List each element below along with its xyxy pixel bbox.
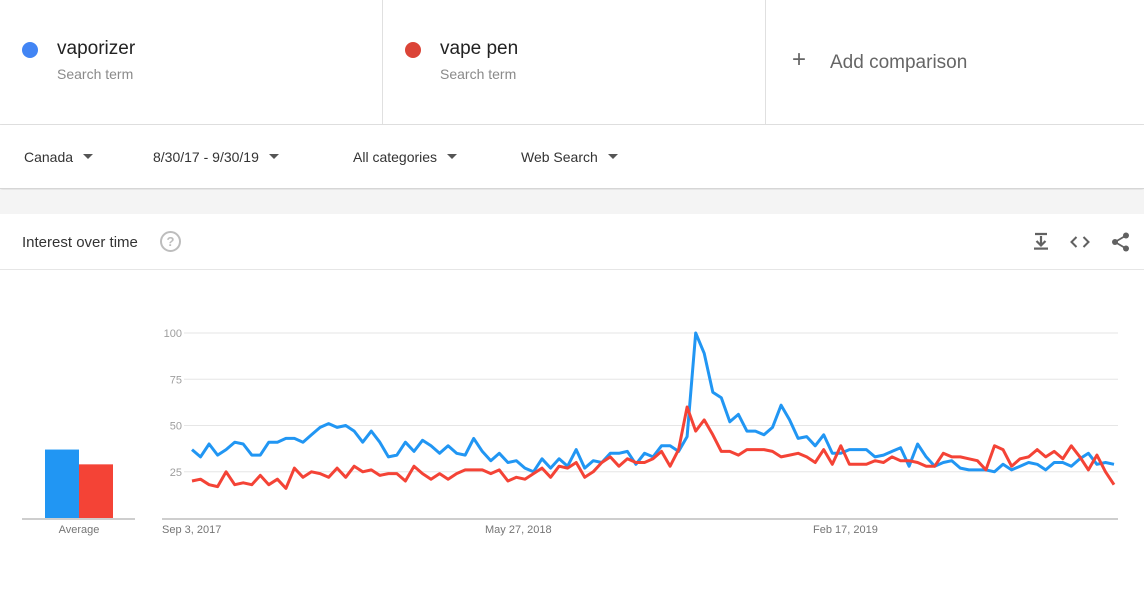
x-tick-label: May 27, 2018 <box>485 524 552 536</box>
x-tick-label: Sep 3, 2017 <box>162 524 221 536</box>
y-tick-label: 75 <box>170 374 182 386</box>
category-value: All categories <box>353 149 438 165</box>
y-tick-label: 50 <box>170 421 182 433</box>
term-color-dot <box>405 42 421 58</box>
plus-icon: + <box>792 46 807 73</box>
region-dropdown[interactable]: Canada <box>24 149 94 165</box>
filter-bar: Canada 8/30/17 - 9/30/19 All categories … <box>0 125 1144 189</box>
x-tick-label: Feb 17, 2019 <box>813 524 878 536</box>
search-type-value: Web Search <box>521 149 598 165</box>
average-bar-vape-pen <box>79 464 113 518</box>
y-tick-label: 100 <box>164 328 182 340</box>
section-gap <box>0 190 1144 214</box>
term-type-label: Search term <box>440 66 517 82</box>
term-type-label: Search term <box>57 66 134 82</box>
add-comparison-label: Add comparison <box>830 52 968 73</box>
term-color-dot <box>22 42 38 58</box>
caret-down-icon <box>83 154 94 159</box>
interest-chart: 25 50 75 100 Sep 3, 2017 May 27, 2018 Feb 17, … <box>0 270 1144 596</box>
card-title: Interest over time <box>22 234 138 251</box>
average-label: Average <box>59 524 100 536</box>
term-name[interactable]: vape pen <box>440 38 519 59</box>
add-comparison-button[interactable]: + Add comparison <box>766 0 1144 124</box>
y-tick-label: 25 <box>170 467 182 479</box>
term-vaporizer[interactable]: vaporizer Search term <box>0 0 383 124</box>
caret-down-icon <box>268 154 279 159</box>
chart-svg: 25 50 75 100 Sep 3, 2017 May 27, 2018 Feb 17, … <box>22 328 1118 536</box>
search-terms-bar: vaporizer Search term vape pen Search te… <box>0 0 1144 125</box>
download-icon[interactable] <box>1029 230 1053 254</box>
caret-down-icon <box>447 154 458 159</box>
term-vape-pen[interactable]: vape pen Search term <box>383 0 766 124</box>
caret-down-icon <box>607 154 618 159</box>
share-icon[interactable] <box>1109 230 1133 254</box>
series-line-vape-pen <box>191 405 1116 490</box>
average-bar-vaporizer <box>45 449 79 518</box>
region-value: Canada <box>24 149 74 165</box>
category-dropdown[interactable]: All categories <box>353 149 458 165</box>
date-range-dropdown[interactable]: 8/30/17 - 9/30/19 <box>153 149 279 165</box>
search-type-dropdown[interactable]: Web Search <box>521 149 618 165</box>
term-name[interactable]: vaporizer <box>57 38 136 59</box>
help-icon[interactable]: ? <box>160 231 181 252</box>
interest-over-time-header: Interest over time ? <box>0 214 1144 270</box>
series-line-vaporizer <box>191 331 1115 474</box>
date-range-value: 8/30/17 - 9/30/19 <box>153 149 259 165</box>
embed-icon[interactable] <box>1068 230 1092 254</box>
